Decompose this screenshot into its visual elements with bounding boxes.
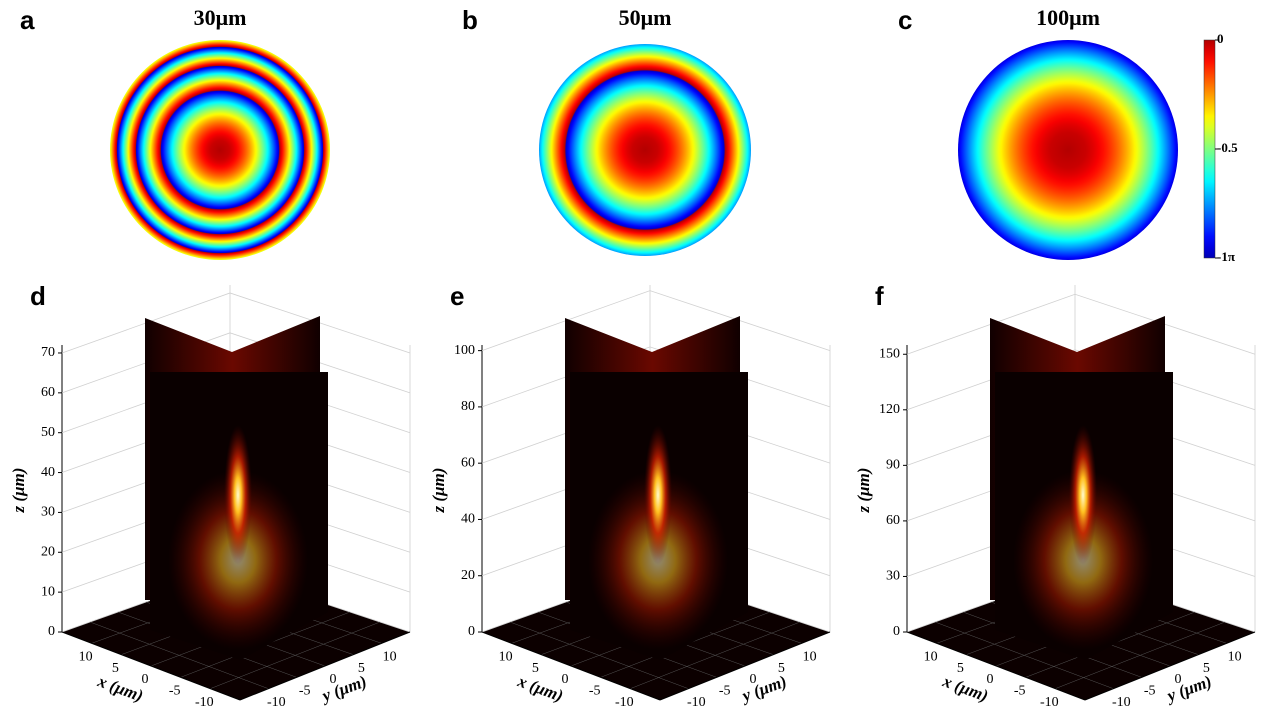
y-tick-label: -10 xyxy=(687,695,706,710)
z-tick-label: 80 xyxy=(461,399,475,414)
y-tick-label: 10 xyxy=(1228,650,1242,665)
z-axis-label: z (μm) xyxy=(429,468,448,514)
z-axis-label: z (μm) xyxy=(854,468,873,514)
y-tick-label: -5 xyxy=(1144,684,1156,699)
z-tick-label: 100 xyxy=(454,343,475,358)
phase-map xyxy=(958,40,1178,260)
z-tick-label: 20 xyxy=(41,544,55,559)
z-tick-label: 30 xyxy=(886,569,900,584)
z-tick-label: 0 xyxy=(48,624,55,639)
x-tick-label: 0 xyxy=(987,672,994,687)
y-tick-label: 10 xyxy=(803,650,817,665)
y-tick-label: -5 xyxy=(299,684,311,699)
panel-label: f xyxy=(875,281,884,311)
x-axis-label: x (μm) xyxy=(939,671,990,705)
panel-label: c xyxy=(898,5,912,35)
panel-label: b xyxy=(462,5,478,35)
panel-label: e xyxy=(450,281,464,311)
x-tick-label: 10 xyxy=(79,650,93,665)
x-tick-label: 10 xyxy=(499,650,513,665)
z-tick-label: 90 xyxy=(886,458,900,473)
panel-title: 100μm xyxy=(1036,5,1100,30)
x-tick-label: 5 xyxy=(112,661,119,676)
z-tick-label: 60 xyxy=(41,385,55,400)
z-tick-label: 0 xyxy=(893,624,900,639)
z-tick-label: 150 xyxy=(879,346,900,361)
x-tick-label: -5 xyxy=(589,684,601,699)
y-tick-label: -10 xyxy=(1112,695,1131,710)
x-tick-label: -10 xyxy=(615,695,634,710)
panel-label: a xyxy=(20,5,35,35)
grid-line xyxy=(907,294,1255,354)
intensity-focus xyxy=(1069,425,1097,565)
x-tick-label: 5 xyxy=(957,661,964,676)
y-tick-label: 10 xyxy=(383,650,397,665)
panel-label: d xyxy=(30,281,46,311)
y-axis-label: y (μm) xyxy=(1163,672,1214,706)
x-tick-label: 10 xyxy=(924,650,938,665)
x-axis-label: x (μm) xyxy=(94,671,145,705)
y-axis-label: y (μm) xyxy=(738,672,789,706)
x-tick-label: 0 xyxy=(142,672,149,687)
z-tick-label: 30 xyxy=(41,505,55,520)
colorbar-tick-label: 0 xyxy=(1217,31,1224,46)
x-axis-label: x (μm) xyxy=(514,671,565,705)
intensity-focus xyxy=(224,425,252,565)
colorbar xyxy=(1204,40,1215,258)
phase-map xyxy=(110,40,330,260)
colorbar-tick-label: -1π xyxy=(1217,249,1235,264)
z-tick-label: 10 xyxy=(41,584,55,599)
colorbar-tick-label: -0.5 xyxy=(1217,140,1238,155)
z-tick-label: 60 xyxy=(461,455,475,470)
x-tick-label: -5 xyxy=(1014,684,1026,699)
y-tick-label: -5 xyxy=(719,684,731,699)
figure: a30μmb50μmc100μm0-0.5-1πd010203040506070… xyxy=(0,0,1274,720)
panel-title: 30μm xyxy=(194,5,247,30)
z-tick-label: 20 xyxy=(461,568,475,583)
x-tick-label: 5 xyxy=(532,661,539,676)
z-tick-label: 120 xyxy=(879,402,900,417)
z-tick-label: 50 xyxy=(41,425,55,440)
z-tick-label: 0 xyxy=(468,624,475,639)
y-tick-label: -10 xyxy=(267,695,286,710)
y-axis-label: y (μm) xyxy=(318,672,369,706)
grid-line xyxy=(482,291,830,351)
x-tick-label: 0 xyxy=(562,672,569,687)
z-tick-label: 70 xyxy=(41,345,55,360)
x-tick-label: -5 xyxy=(169,684,181,699)
grid-line xyxy=(62,293,410,353)
phase-map xyxy=(539,44,751,256)
z-tick-label: 40 xyxy=(461,512,475,527)
z-tick-label: 60 xyxy=(886,513,900,528)
intensity-focus xyxy=(644,425,672,565)
z-axis-label: z (μm) xyxy=(9,468,28,514)
panel-title: 50μm xyxy=(619,5,672,30)
x-tick-label: -10 xyxy=(195,695,214,710)
x-tick-label: -10 xyxy=(1040,695,1059,710)
z-tick-label: 40 xyxy=(41,465,55,480)
